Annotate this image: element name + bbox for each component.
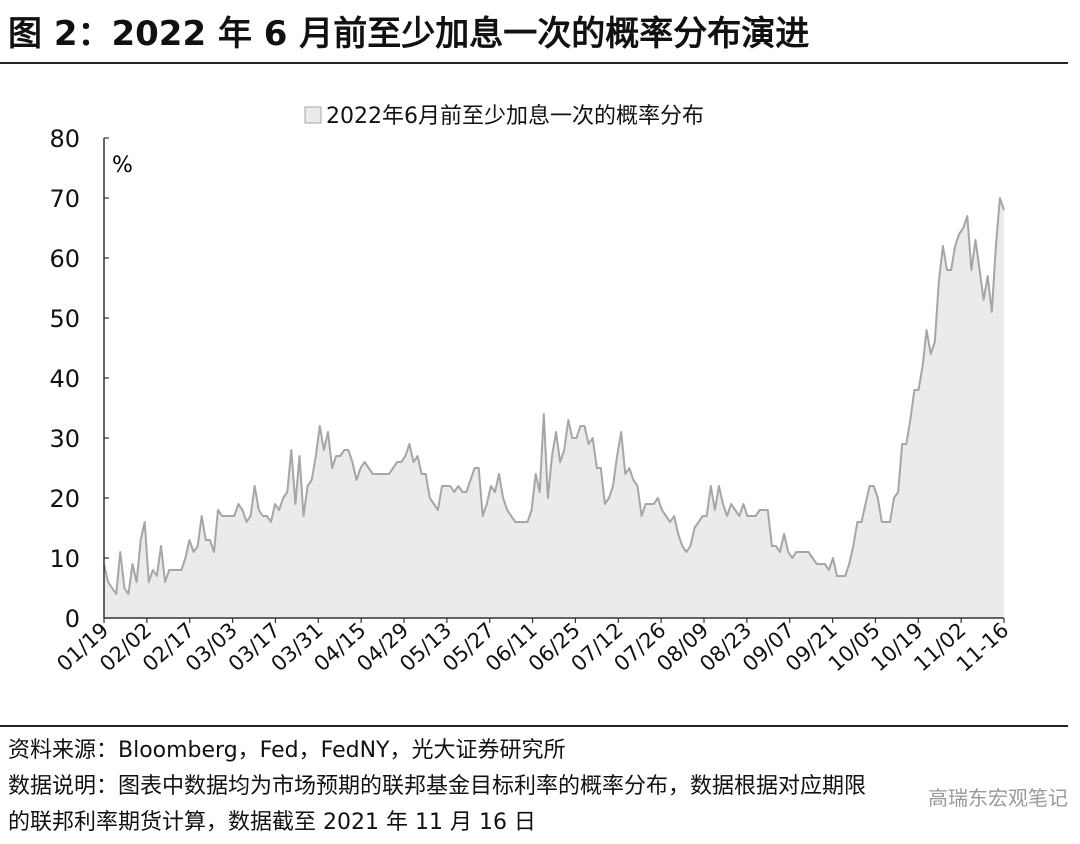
y-unit-label: % <box>112 153 133 178</box>
y-tick-label: 30 <box>49 425 80 453</box>
y-tick-label: 80 <box>49 125 80 153</box>
chart-legend: 2022年6月前至少加息一次的概率分布 <box>304 104 704 129</box>
data-note-line2: 的联邦利率期货计算，数据截至 2021 年 11 月 16 日 <box>8 810 536 835</box>
legend-label: 2022年6月前至少加息一次的概率分布 <box>326 104 704 129</box>
chart-notes: 资料来源：Bloomberg，Fed，FedNY，光大证券研究所 数据说明：图表… <box>8 733 866 841</box>
y-tick-label: 10 <box>49 545 80 573</box>
y-tick-label: 0 <box>65 605 80 633</box>
source-note: 资料来源：Bloomberg，Fed，FedNY，光大证券研究所 <box>8 738 566 763</box>
data-note-line1: 数据说明：图表中数据均为市场预期的联邦基金目标利率的概率分布，数据根据对应期限 <box>8 774 867 799</box>
y-tick-label: 70 <box>49 185 80 213</box>
series-line <box>103 197 1005 595</box>
notes-divider <box>0 725 1068 727</box>
area-chart: 2022年6月前至少加息一次的概率分布 % 01020304050607080 … <box>49 104 1013 677</box>
x-axis-ticks: 01/1902/0202/1703/0303/1703/3104/1504/29… <box>52 618 1013 677</box>
y-axis-ticks: 0 10 20 30 40 50 60 70 80 <box>49 125 109 633</box>
y-tick-label: 60 <box>49 245 80 273</box>
y-tick-label: 20 <box>49 485 80 513</box>
y-tick-label: 40 <box>49 365 80 393</box>
page-title: 图 2：2022 年 6 月前至少加息一次的概率分布演进 <box>8 14 810 54</box>
watermark: 高瑞东宏观笔记 <box>928 786 1068 810</box>
legend-swatch <box>304 106 322 124</box>
y-tick-label: 50 <box>49 305 80 333</box>
title-divider <box>0 62 1068 64</box>
series-area <box>104 198 1004 618</box>
